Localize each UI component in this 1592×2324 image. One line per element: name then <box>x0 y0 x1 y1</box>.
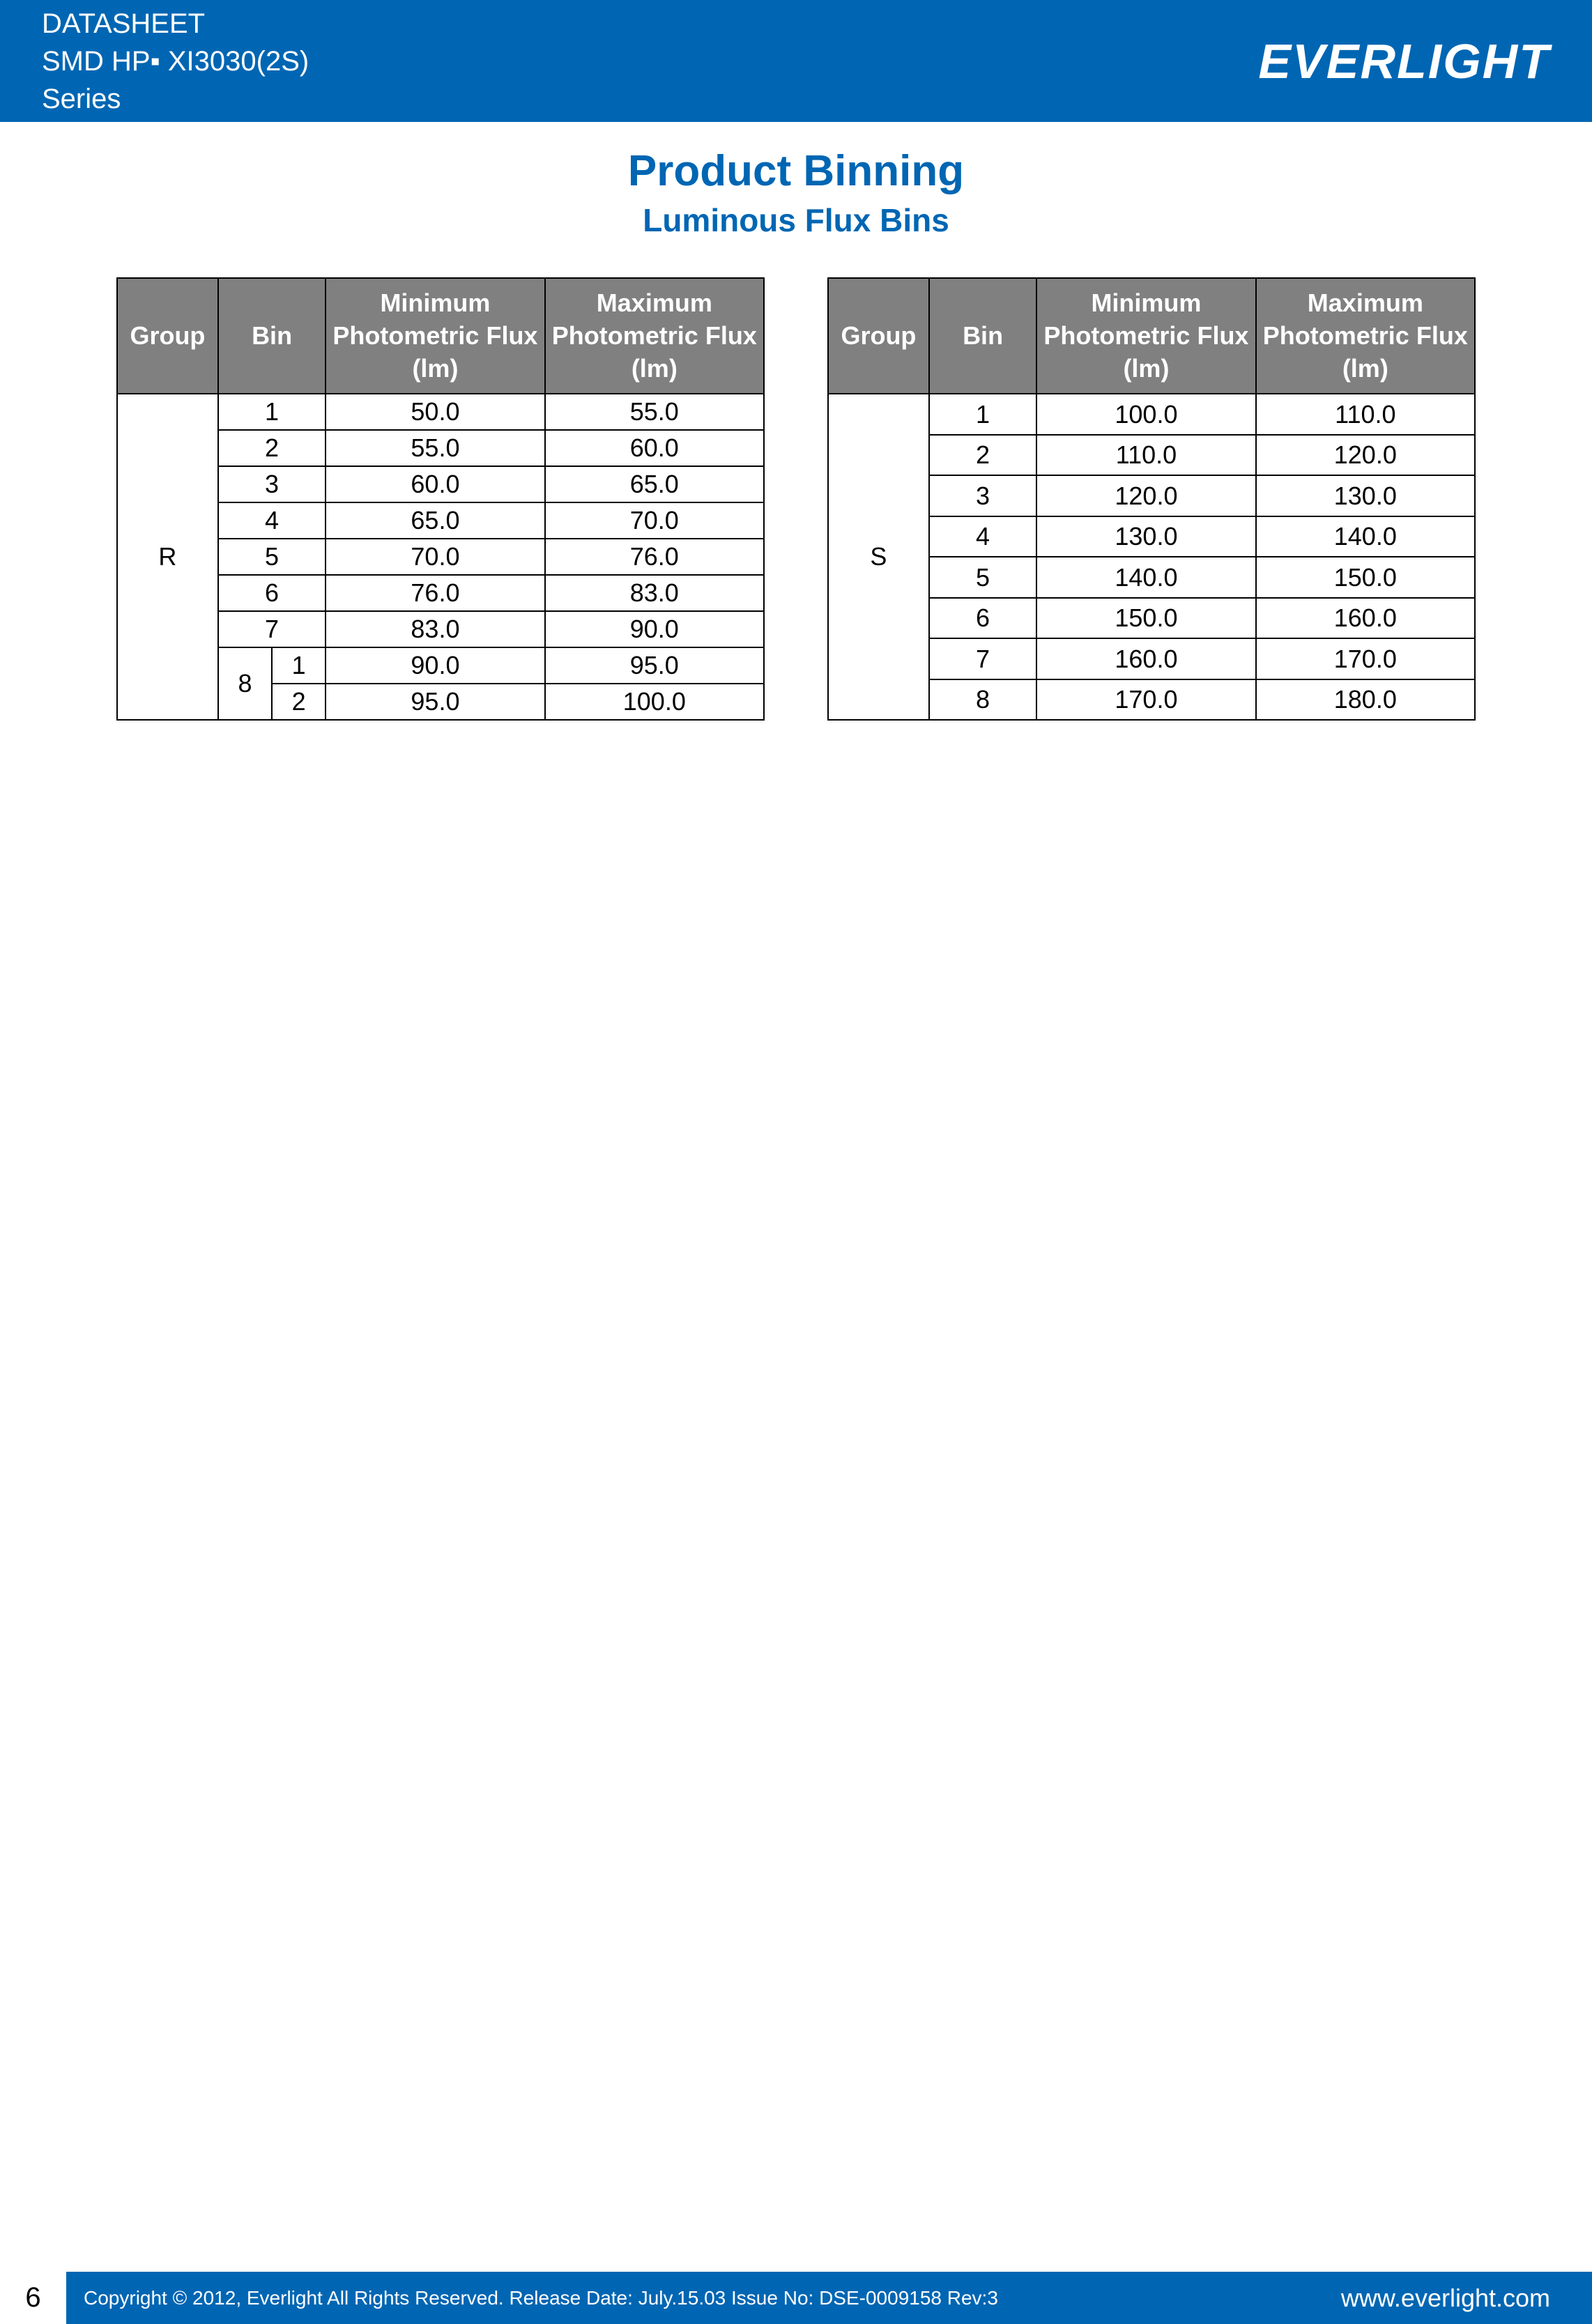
col-header-max: Maximum Photometric Flux (lm) <box>545 278 764 394</box>
min-cell: 170.0 <box>1036 679 1255 721</box>
max-cell: 70.0 <box>545 502 764 539</box>
col-header-group: Group <box>117 278 218 394</box>
bin-cell: 3 <box>218 466 326 502</box>
logo-text: EVERLIGHT <box>1258 33 1550 89</box>
page-number: 6 <box>0 2272 66 2324</box>
bin-cell: 3 <box>929 475 1036 516</box>
min-cell: 110.0 <box>1036 435 1255 476</box>
subbin-cell: 2 <box>272 684 326 720</box>
bin-cell: 1 <box>929 394 1036 435</box>
flux-table-r: Group Bin Minimum Photometric Flux (lm) … <box>116 277 765 721</box>
page-subtitle: Luminous Flux Bins <box>0 201 1592 239</box>
table-header-row: Group Bin Minimum Photometric Flux (lm) … <box>828 278 1475 394</box>
min-cell: 90.0 <box>326 647 544 684</box>
bin-cell: 5 <box>218 539 326 575</box>
min-cell: 140.0 <box>1036 557 1255 598</box>
bin-cell: 2 <box>218 430 326 466</box>
header-line-3: Series <box>42 80 309 118</box>
bin-cell: 5 <box>929 557 1036 598</box>
min-cell: 160.0 <box>1036 638 1255 679</box>
col-header-bin: Bin <box>218 278 326 394</box>
max-cell: 140.0 <box>1256 516 1475 557</box>
max-cell: 180.0 <box>1256 679 1475 721</box>
header-bar: DATASHEET SMD HP▪ XI3030(2S) Series EVER… <box>0 0 1592 122</box>
max-cell: 110.0 <box>1256 394 1475 435</box>
tables-container: Group Bin Minimum Photometric Flux (lm) … <box>0 277 1592 721</box>
col-header-min: Minimum Photometric Flux (lm) <box>326 278 544 394</box>
title-section: Product Binning Luminous Flux Bins <box>0 146 1592 239</box>
min-cell: 100.0 <box>1036 394 1255 435</box>
bin-cell: 4 <box>218 502 326 539</box>
max-cell: 90.0 <box>545 611 764 647</box>
max-cell: 55.0 <box>545 394 764 430</box>
col-header-group: Group <box>828 278 929 394</box>
bin-cell: 2 <box>929 435 1036 476</box>
min-cell: 50.0 <box>326 394 544 430</box>
max-cell: 160.0 <box>1256 598 1475 639</box>
max-cell: 150.0 <box>1256 557 1475 598</box>
bin-cell: 7 <box>929 638 1036 679</box>
min-cell: 130.0 <box>1036 516 1255 557</box>
min-cell: 55.0 <box>326 430 544 466</box>
max-cell: 170.0 <box>1256 638 1475 679</box>
max-cell: 76.0 <box>545 539 764 575</box>
max-cell: 130.0 <box>1256 475 1475 516</box>
brand-logo: EVERLIGHT <box>1258 33 1550 89</box>
col-header-max: Maximum Photometric Flux (lm) <box>1256 278 1475 394</box>
bin-cell: 8 <box>929 679 1036 721</box>
min-cell: 95.0 <box>326 684 544 720</box>
table-header-row: Group Bin Minimum Photometric Flux (lm) … <box>117 278 764 394</box>
min-cell: 150.0 <box>1036 598 1255 639</box>
max-cell: 95.0 <box>545 647 764 684</box>
website-url: www.everlight.com <box>1341 2284 1592 2313</box>
min-cell: 60.0 <box>326 466 544 502</box>
min-cell: 83.0 <box>326 611 544 647</box>
max-cell: 83.0 <box>545 575 764 611</box>
bin-cell: 8 <box>218 647 272 720</box>
subbin-cell: 1 <box>272 647 326 684</box>
header-line-2: SMD HP▪ XI3030(2S) <box>42 43 309 80</box>
page-title: Product Binning <box>0 146 1592 196</box>
col-header-bin: Bin <box>929 278 1036 394</box>
group-cell: R <box>117 394 218 720</box>
footer-bar: 6 Copyright © 2012, Everlight All Rights… <box>0 2272 1592 2324</box>
min-cell: 65.0 <box>326 502 544 539</box>
max-cell: 60.0 <box>545 430 764 466</box>
min-cell: 76.0 <box>326 575 544 611</box>
header-line-1: DATASHEET <box>42 5 309 43</box>
group-cell: S <box>828 394 929 720</box>
max-cell: 120.0 <box>1256 435 1475 476</box>
bin-cell: 6 <box>929 598 1036 639</box>
min-cell: 120.0 <box>1036 475 1255 516</box>
table-row: S 1 100.0 110.0 <box>828 394 1475 435</box>
max-cell: 65.0 <box>545 466 764 502</box>
flux-table-s: Group Bin Minimum Photometric Flux (lm) … <box>827 277 1476 721</box>
col-header-min: Minimum Photometric Flux (lm) <box>1036 278 1255 394</box>
copyright-text: Copyright © 2012, Everlight All Rights R… <box>66 2287 1341 2309</box>
header-product-info: DATASHEET SMD HP▪ XI3030(2S) Series <box>42 5 309 118</box>
bin-cell: 4 <box>929 516 1036 557</box>
bin-cell: 1 <box>218 394 326 430</box>
min-cell: 70.0 <box>326 539 544 575</box>
table-row: R 1 50.0 55.0 <box>117 394 764 430</box>
bin-cell: 7 <box>218 611 326 647</box>
max-cell: 100.0 <box>545 684 764 720</box>
bin-cell: 6 <box>218 575 326 611</box>
